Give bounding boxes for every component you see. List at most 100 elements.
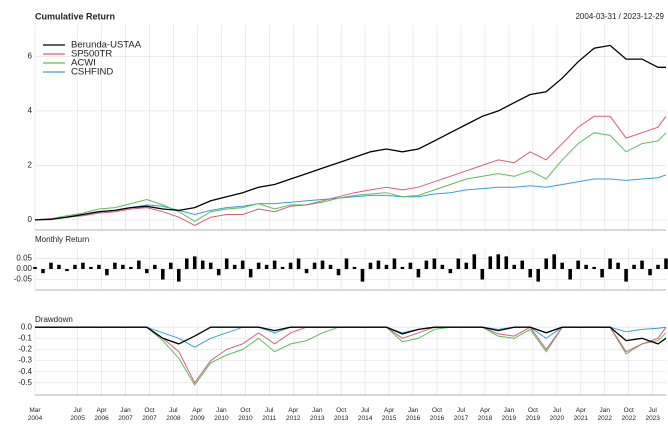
bar	[368, 262, 373, 269]
x-tick-label: Oct 2019	[526, 407, 541, 422]
bar	[81, 262, 85, 269]
bar	[464, 262, 469, 269]
bar	[416, 269, 421, 278]
panel-title: Monthly Return	[35, 235, 89, 244]
x-tick-label: Apr 2015	[382, 407, 397, 422]
bar	[480, 269, 485, 280]
y-tick-label: -0.05	[14, 275, 33, 284]
y-tick-label: -0.5	[18, 378, 32, 387]
bar	[153, 264, 157, 269]
bar	[65, 269, 69, 272]
x-tick-label: Jul 2020	[550, 407, 565, 422]
bar	[328, 264, 333, 269]
bar	[384, 264, 389, 269]
bar	[121, 264, 125, 269]
x-tick-label: Apr 2006	[94, 407, 109, 422]
y-tick-label: -0.3	[18, 356, 32, 365]
x-tick-label: Jan 2010	[214, 407, 229, 422]
bar	[432, 258, 437, 269]
bar	[640, 260, 644, 269]
legend-label: ACWI	[71, 58, 96, 69]
legend-label: SP500TR	[71, 49, 112, 60]
y-tick-label: 0.00	[16, 264, 32, 273]
bar	[184, 258, 189, 269]
bar	[552, 254, 556, 269]
y-tick-label: 0	[28, 215, 33, 224]
bar	[208, 262, 213, 269]
bar	[304, 269, 309, 274]
bar	[176, 269, 181, 282]
bar	[424, 260, 429, 269]
bar	[256, 262, 261, 269]
x-tick-label: Apr 2018	[478, 407, 493, 422]
date-range: 2004-03-31 / 2023-12-29	[575, 12, 664, 21]
bar	[49, 262, 53, 269]
x-tick-label: Jan 2019	[502, 407, 517, 422]
x-tick-label: Jan 2007	[118, 407, 133, 422]
bar	[240, 260, 245, 269]
y-tick-label: 0.05	[16, 254, 32, 263]
legend-label: CSHFIND	[71, 67, 113, 78]
bar	[568, 269, 572, 280]
series-line	[34, 115, 667, 226]
bar	[632, 264, 636, 269]
bar	[560, 262, 564, 269]
y-tick-label: -0.1	[18, 333, 32, 342]
bar	[216, 269, 221, 276]
bar	[616, 262, 620, 269]
bar	[272, 260, 277, 269]
bar	[600, 269, 604, 278]
panel-title: Drawdown	[35, 315, 73, 324]
x-tick-label: Apr 2009	[190, 407, 205, 422]
bar	[504, 256, 509, 269]
bar	[664, 258, 668, 269]
bar	[97, 264, 101, 269]
x-tick-label: Jan 2016	[406, 407, 421, 422]
bar	[129, 266, 133, 269]
bar	[296, 258, 301, 269]
bar	[576, 260, 580, 269]
bar	[544, 258, 548, 269]
x-tick-label: Mar 2004	[28, 407, 43, 422]
bar	[57, 264, 61, 269]
x-tick-label: Jul 2011	[262, 407, 276, 422]
bar	[624, 269, 628, 282]
x-tick-label: Jul 2023	[645, 407, 660, 422]
y-tick-label: 4	[28, 106, 33, 115]
x-tick-label: Oct 2007	[142, 407, 157, 422]
bar	[456, 258, 461, 269]
bar	[280, 266, 285, 269]
bar	[488, 256, 493, 269]
x-tick-label: Oct 2010	[238, 407, 253, 422]
x-tick-label: Jan 2022	[598, 407, 613, 422]
bar	[169, 262, 173, 269]
bar	[248, 269, 253, 278]
bar	[312, 262, 317, 269]
bar	[344, 258, 349, 269]
bar	[472, 254, 477, 269]
bar	[288, 262, 293, 269]
series-line	[34, 174, 667, 221]
bar	[161, 269, 165, 280]
bar	[145, 269, 149, 274]
x-tick-label: Apr 2012	[286, 407, 301, 422]
x-tick-label: Jul 2005	[70, 407, 85, 422]
bar	[192, 256, 197, 269]
bar	[440, 264, 445, 269]
y-tick-label: -0.4	[18, 367, 32, 376]
series-line	[34, 132, 667, 222]
series-line	[34, 44, 666, 221]
x-tick-label: Jul 2014	[358, 407, 373, 422]
bar	[400, 266, 405, 269]
bar	[264, 264, 269, 269]
bar	[73, 264, 77, 269]
bar	[656, 264, 660, 269]
bar	[496, 254, 501, 269]
bar	[408, 262, 413, 269]
bar	[137, 260, 141, 269]
bar	[536, 269, 540, 282]
bar	[584, 264, 588, 269]
bar	[105, 269, 109, 276]
y-tick-label: 6	[28, 51, 33, 60]
bar	[224, 258, 229, 269]
